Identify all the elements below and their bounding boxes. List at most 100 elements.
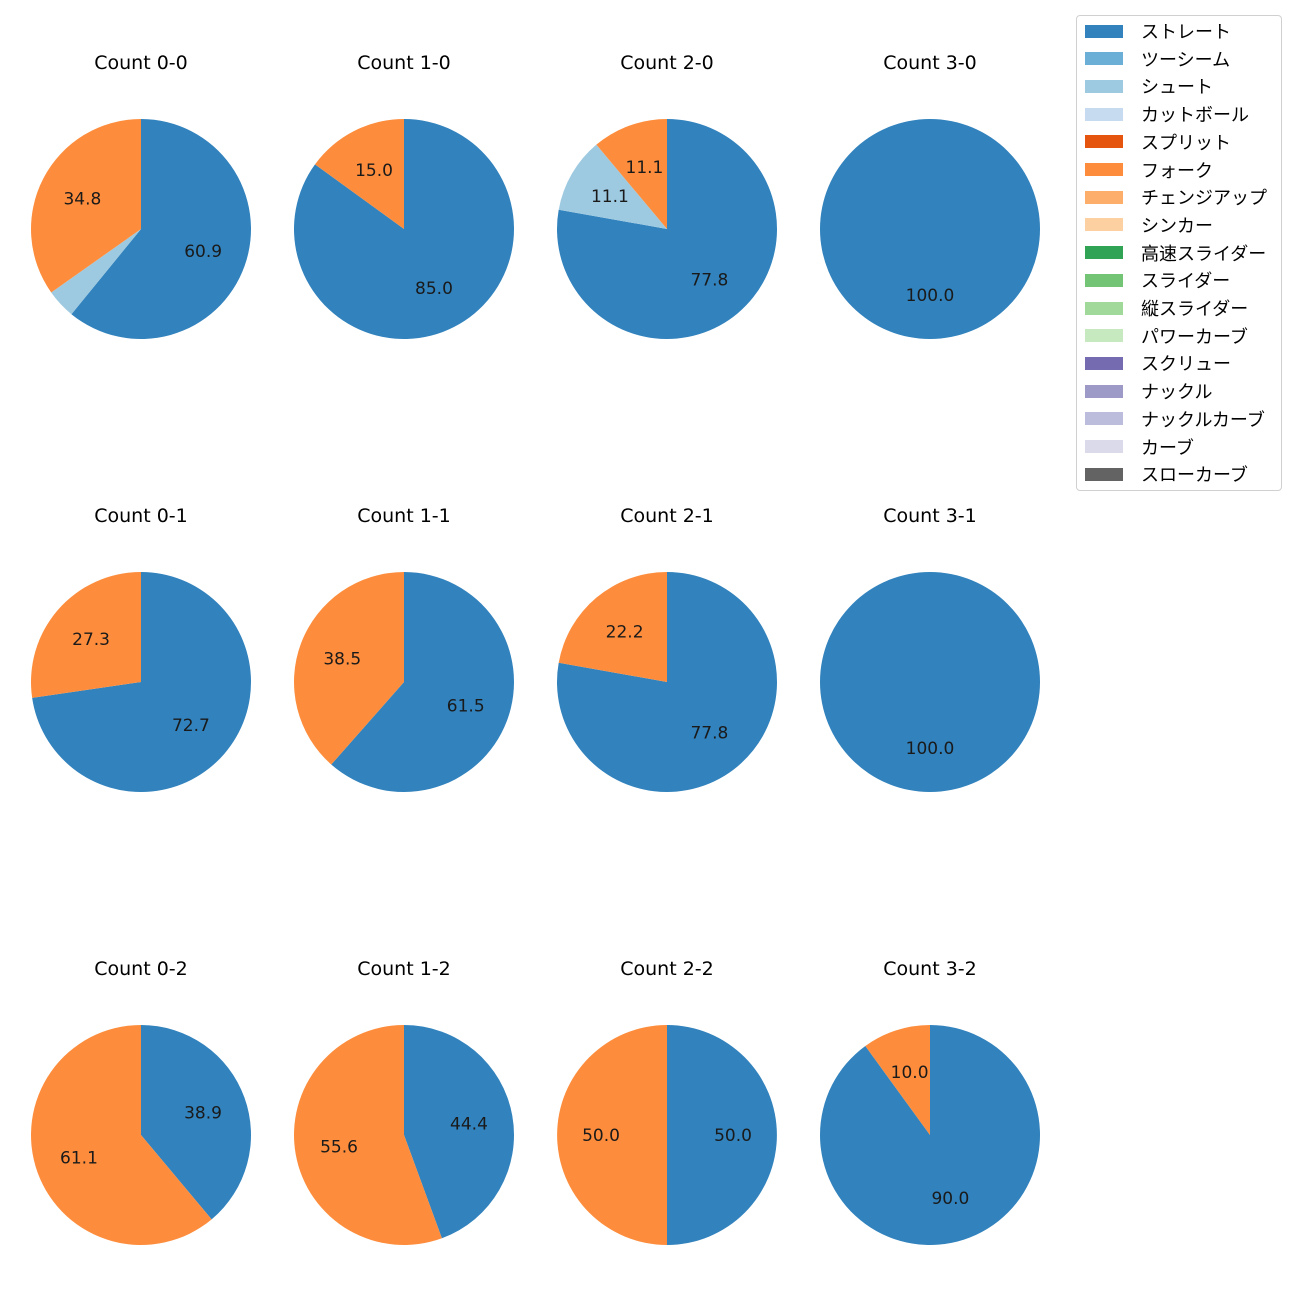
legend-item: スプリット bbox=[1085, 130, 1231, 154]
legend-swatch bbox=[1085, 356, 1123, 370]
pie-4: Count 3-0 100.0 bbox=[820, 52, 1040, 339]
pie-title: Count 0-0 bbox=[94, 52, 188, 74]
legend-swatch bbox=[1085, 190, 1123, 204]
pie-data-label: 50.0 bbox=[714, 1126, 752, 1146]
pie-5: Count 0-1 72.7 27.3 bbox=[30, 505, 252, 792]
legend-item: ナックル bbox=[1085, 379, 1212, 403]
legend-swatch bbox=[1085, 79, 1123, 93]
legend-swatch bbox=[1085, 24, 1123, 38]
legend-swatch bbox=[1085, 301, 1123, 315]
legend-label: ストレート bbox=[1141, 22, 1231, 43]
pie-slice bbox=[51, 229, 141, 315]
pie-data-label: 100.0 bbox=[906, 739, 955, 759]
pie-data-label: 11.1 bbox=[591, 187, 629, 207]
pie-2: Count 1-0 85.0 15.0 bbox=[293, 52, 514, 339]
pie-title: Count 3-2 bbox=[883, 958, 977, 980]
pie-data-label: 90.0 bbox=[931, 1189, 969, 1209]
legend-item: パワーカーブ bbox=[1085, 324, 1248, 348]
pie-data-label: 50.0 bbox=[582, 1126, 620, 1146]
pie-10: Count 1-2 44.4 55.6 bbox=[293, 958, 514, 1246]
legend-swatch bbox=[1085, 384, 1123, 398]
legend-label: パワーカーブ bbox=[1141, 326, 1248, 348]
pie-data-label: 38.9 bbox=[184, 1103, 222, 1123]
legend-item: スクリュー bbox=[1085, 351, 1231, 375]
pie-title: Count 0-2 bbox=[94, 958, 188, 980]
legend-item: ツーシーム bbox=[1085, 47, 1230, 71]
legend-item: カーブ bbox=[1085, 435, 1194, 459]
pie-slice bbox=[71, 119, 251, 339]
pie-title: Count 1-0 bbox=[357, 52, 451, 74]
pie-data-label: 10.0 bbox=[891, 1063, 929, 1083]
pie-7: Count 2-1 77.8 22.2 bbox=[556, 505, 778, 792]
legend-swatch bbox=[1085, 467, 1123, 481]
legend-label: スプリット bbox=[1141, 132, 1231, 154]
legend-item: スライダー bbox=[1085, 268, 1230, 292]
pie-title: Count 3-1 bbox=[883, 505, 977, 527]
legend-swatch bbox=[1085, 329, 1123, 343]
pie-slice bbox=[558, 144, 667, 229]
pie-slice bbox=[30, 572, 141, 698]
legend-label: カーブ bbox=[1141, 437, 1194, 459]
pie-data-label: 27.3 bbox=[72, 630, 110, 650]
pie-slice bbox=[557, 1025, 667, 1245]
legend-item: ナックルカーブ bbox=[1085, 407, 1265, 431]
pie-slice bbox=[331, 572, 514, 792]
pie-data-label: 85.0 bbox=[415, 279, 453, 299]
legend-item: シュート bbox=[1085, 74, 1213, 98]
legend-label: チェンジアップ bbox=[1141, 188, 1267, 210]
pie-data-label: 55.6 bbox=[320, 1138, 358, 1158]
legend-label: スローカーブ bbox=[1141, 465, 1248, 487]
pie-slice bbox=[558, 572, 667, 682]
legend-label: カットボール bbox=[1141, 105, 1249, 127]
legend-item: シンカー bbox=[1085, 213, 1213, 237]
legend-swatch bbox=[1085, 135, 1123, 149]
pie-title: Count 2-2 bbox=[620, 958, 714, 980]
pie-data-label: 44.4 bbox=[450, 1114, 488, 1134]
pie-data-label: 61.5 bbox=[447, 696, 485, 716]
pie-data-label: 61.1 bbox=[60, 1149, 98, 1169]
pie-title: Count 2-1 bbox=[620, 505, 714, 527]
pie-slice bbox=[294, 572, 404, 765]
legend-item: チェンジアップ bbox=[1085, 185, 1267, 209]
pie-title: Count 2-0 bbox=[620, 52, 714, 74]
legend-item: カットボール bbox=[1085, 102, 1249, 126]
legend: ストレート ツーシーム シュート カットボール スプリット フォーク チェンジアップ シンカー… bbox=[1076, 15, 1282, 491]
pie-slice bbox=[32, 572, 252, 792]
pie-slice bbox=[293, 1025, 442, 1246]
legend-item: ストレート bbox=[1085, 19, 1231, 43]
pie-6: Count 1-1 61.5 38.5 bbox=[294, 505, 514, 792]
pie-slice bbox=[315, 119, 404, 229]
pie-slice bbox=[820, 572, 1040, 792]
pie-slice bbox=[865, 1025, 930, 1135]
legend-label: スライダー bbox=[1141, 271, 1231, 293]
legend-swatch bbox=[1085, 107, 1123, 121]
legend-swatch bbox=[1085, 440, 1123, 453]
pie-data-label: 60.9 bbox=[184, 242, 222, 262]
pie-12: Count 3-2 90.0 10.0 bbox=[819, 958, 1040, 1245]
pie-9: Count 0-2 38.9 61.1 bbox=[30, 958, 251, 1246]
pie-title: Count 0-1 bbox=[94, 505, 188, 527]
pie-data-label: 22.2 bbox=[606, 622, 644, 642]
legend-label: スクリュー bbox=[1141, 354, 1231, 376]
pie-data-label: 77.8 bbox=[690, 724, 728, 744]
legend-item: 高速スライダー bbox=[1085, 241, 1266, 265]
pie-title: Count 1-2 bbox=[357, 958, 451, 980]
legend-swatch bbox=[1085, 52, 1123, 66]
pie-slice bbox=[667, 1025, 777, 1245]
pie-title: Count 1-1 bbox=[357, 505, 451, 527]
legend-swatch bbox=[1085, 412, 1123, 426]
pie-8: Count 3-1 100.0 bbox=[820, 505, 1040, 792]
legend-swatch bbox=[1085, 163, 1123, 176]
pie-title: Count 3-0 bbox=[883, 52, 977, 74]
pie-1: Count 0-0 60.9 34.8 bbox=[31, 52, 251, 339]
pie-data-label: 72.7 bbox=[172, 716, 210, 736]
pie-slice bbox=[820, 119, 1040, 339]
pie-slice bbox=[141, 1025, 251, 1220]
legend-label: シュート bbox=[1141, 77, 1213, 99]
legend-label: ナックル bbox=[1141, 382, 1213, 404]
pie-data-label: 100.0 bbox=[906, 286, 955, 306]
legend-label: ツーシーム bbox=[1141, 49, 1231, 71]
legend-item: スローカーブ bbox=[1085, 462, 1248, 486]
pie-data-label: 77.8 bbox=[690, 271, 728, 291]
